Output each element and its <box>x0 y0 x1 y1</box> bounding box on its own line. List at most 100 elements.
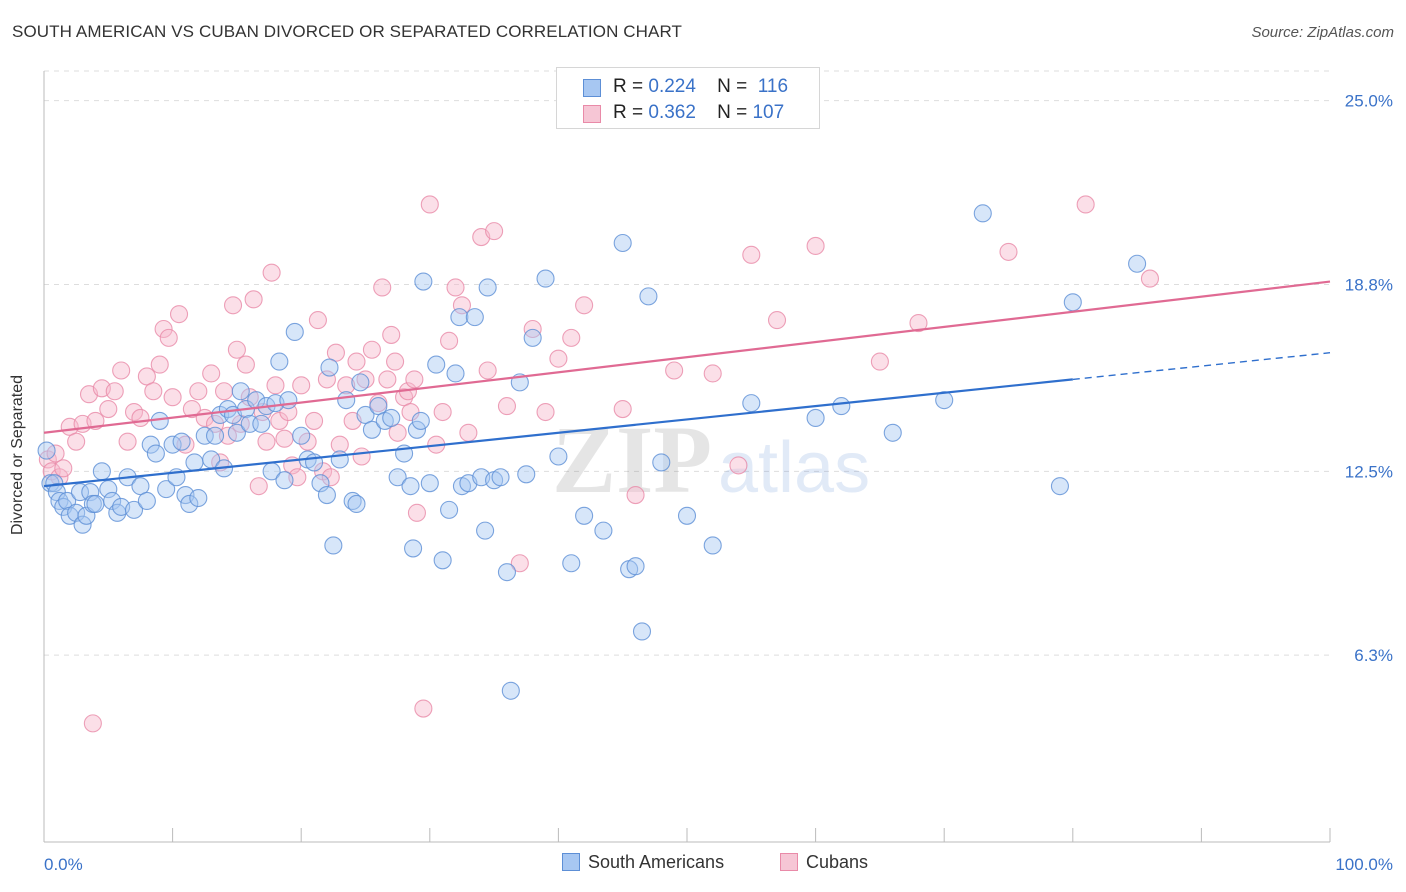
cuban-point <box>485 222 504 241</box>
south-american-point <box>73 515 92 534</box>
cuban-point <box>510 554 529 573</box>
cuban-point <box>352 447 371 466</box>
south-american-point <box>465 308 484 327</box>
south-american-point <box>501 681 520 700</box>
south-american-point <box>285 322 304 342</box>
south-american-point <box>401 477 420 496</box>
south-american-point <box>141 435 160 454</box>
south-american-point <box>414 272 433 291</box>
south-american-point <box>292 426 311 445</box>
cuban-point <box>909 314 928 333</box>
south-american-point <box>632 622 652 641</box>
south-american-point <box>124 500 144 519</box>
legend-n-label: N = <box>717 102 748 123</box>
south-american-point <box>362 420 381 439</box>
south-american-point <box>317 485 336 505</box>
cuban-point <box>562 328 581 347</box>
watermark-zip: ZIP <box>552 406 712 513</box>
cuban-point <box>478 361 497 380</box>
south-american-point <box>440 500 459 519</box>
bottom-legend-swatch-blue <box>562 853 580 871</box>
cuban-point <box>337 376 356 395</box>
legend-n-value: 107 <box>752 102 785 123</box>
legend-r-label: R = <box>613 76 644 97</box>
bottom-legend-label: South Americans <box>588 852 725 872</box>
watermark-atlas: atlas <box>718 428 870 508</box>
south-american-point <box>491 468 510 487</box>
south-american-point <box>703 536 722 555</box>
south-american-point <box>404 539 423 558</box>
legend-swatch-blue <box>583 79 601 97</box>
legend-r-value: 0.224 <box>648 76 696 97</box>
cuban-point <box>1076 195 1095 214</box>
cuban-point <box>440 331 459 350</box>
chart-title: SOUTH AMERICAN VS CUBAN DIVORCED OR SEPA… <box>12 22 683 41</box>
cuban-point <box>549 349 568 368</box>
cuban-point <box>249 477 268 496</box>
south-american-point <box>832 397 851 416</box>
south-american-point <box>639 287 658 306</box>
south-american-point <box>37 441 56 460</box>
cuban-point <box>144 382 163 401</box>
south-american-point <box>652 453 671 472</box>
cuban-point <box>1140 269 1160 288</box>
south-american-point <box>883 423 902 442</box>
south-americans-trend-extension <box>1072 352 1331 381</box>
south-american-point <box>973 204 992 223</box>
y-tick-label: 12.5% <box>1345 462 1393 481</box>
cuban-point <box>536 402 555 422</box>
south-american-point <box>99 480 118 499</box>
cuban-point <box>452 296 472 315</box>
cuban-point <box>83 714 102 733</box>
cuban-point <box>330 435 349 454</box>
south-american-point <box>536 269 555 288</box>
cuban-point <box>223 296 243 315</box>
y-tick-label: 6.3% <box>1354 646 1393 665</box>
cuban-point <box>407 503 426 522</box>
south-american-point <box>146 444 165 463</box>
cuban-point <box>446 278 465 297</box>
south-american-point <box>420 474 439 493</box>
south-american-point <box>806 408 825 428</box>
south-american-point <box>411 411 430 430</box>
south-american-point <box>407 420 426 439</box>
bottom-legend-cubans: Cubans <box>780 852 868 873</box>
south-american-point <box>195 426 214 445</box>
y-tick-label: 25.0% <box>1345 92 1393 111</box>
cuban-point <box>414 699 433 718</box>
south-american-point <box>562 554 581 573</box>
bottom-legend-label: Cubans <box>806 852 869 872</box>
south-american-point <box>446 364 465 383</box>
south-american-point <box>185 453 204 472</box>
cuban-point <box>347 352 366 371</box>
cuban-point <box>378 370 397 389</box>
cuban-point <box>163 388 182 407</box>
cuban-point <box>292 376 311 395</box>
cuban-point <box>150 355 169 374</box>
south-american-point <box>81 483 100 502</box>
south-american-point <box>1128 254 1147 273</box>
cuban-point <box>742 245 761 264</box>
south-american-point <box>275 471 294 490</box>
cuban-point <box>999 242 1018 261</box>
cuban-point <box>373 278 392 297</box>
south-american-point <box>613 233 632 253</box>
watermark: ZIP atlas <box>552 406 870 513</box>
data-points <box>37 195 1160 733</box>
cuban-point <box>112 361 131 380</box>
cuban-point <box>356 370 375 389</box>
cuban-point <box>50 468 69 487</box>
cuban-point <box>321 468 340 487</box>
cuban-point <box>665 361 684 380</box>
south-american-point <box>172 432 191 451</box>
tick-labels: 6.3% 12.5% 18.8% 25.0% 0.0% 100.0% <box>44 92 1393 874</box>
y-axis-label: Divorced or Separated <box>9 374 26 536</box>
south-american-point <box>320 358 339 377</box>
south-american-point <box>517 465 536 484</box>
south-american-point <box>157 480 176 499</box>
south-american-point <box>270 352 289 371</box>
south-american-point <box>626 557 645 576</box>
cuban-point <box>305 411 324 430</box>
south-american-point <box>189 488 208 508</box>
cuban-point <box>202 364 221 383</box>
